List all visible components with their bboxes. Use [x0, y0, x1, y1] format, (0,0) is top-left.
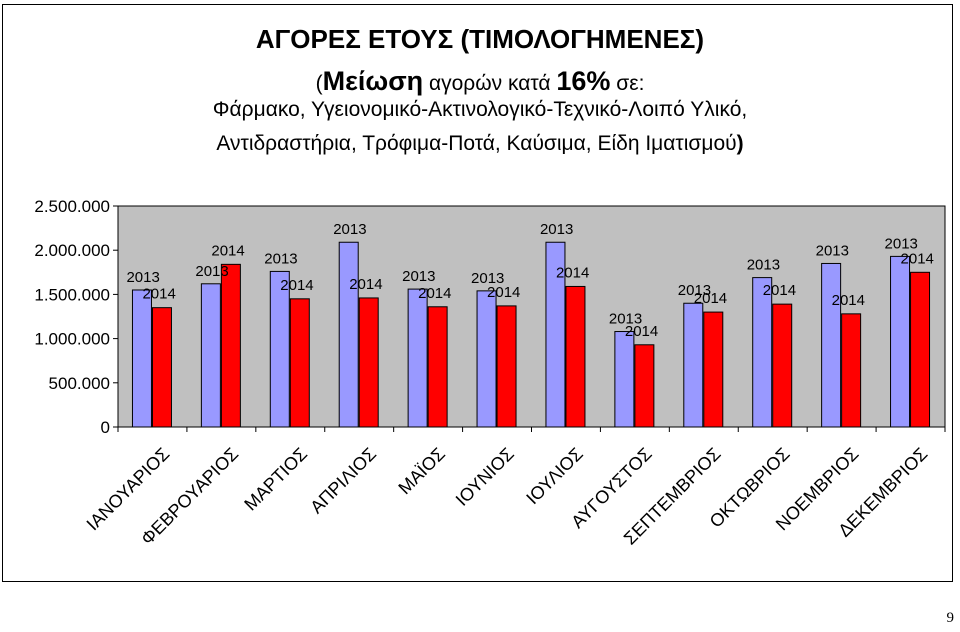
data-label-2013: 2013	[885, 235, 918, 252]
data-label-2013: 2013	[540, 221, 573, 238]
chart-subtitle-line-1: (Μείωση αγορών κατά 16% σε:	[0, 66, 960, 97]
data-label-2014: 2014	[694, 290, 727, 307]
data-label-2014: 2014	[832, 292, 865, 309]
bar-2013	[683, 302, 704, 428]
data-label-2013: 2013	[264, 250, 297, 267]
subtitle-end: σε:	[610, 72, 645, 95]
y-tick-label: 2.000.000	[34, 241, 110, 260]
x-category-label: ΜΑΡΤΙΟΣ	[240, 444, 311, 515]
plot-area	[117, 205, 946, 428]
bar-2013	[821, 262, 842, 428]
subtitle-middle: αγορών κατά	[423, 72, 557, 95]
bar-2014	[151, 307, 172, 428]
bar-2014	[841, 313, 862, 428]
y-tick-label: 2.500.000	[34, 197, 110, 216]
bar-2013	[407, 288, 428, 428]
x-category-label: ΙΟΥΛΙΟΣ	[522, 444, 587, 509]
y-tick-label: 500.000	[49, 374, 110, 393]
y-tick-label: 1.500.000	[34, 285, 110, 304]
bar-2014	[565, 285, 586, 428]
data-label-2014: 2014	[625, 323, 658, 340]
bar-2013	[476, 290, 497, 428]
data-label-2014: 2014	[487, 284, 520, 301]
bar-2013	[338, 241, 359, 428]
bar-2013	[545, 241, 566, 428]
y-tick-label: 0	[101, 418, 110, 437]
bar-2013	[131, 289, 152, 428]
page-number: 9	[946, 610, 955, 626]
bar-2014	[910, 271, 931, 428]
bar-2014	[496, 305, 517, 428]
data-label-2014: 2014	[349, 276, 382, 293]
x-category-label: ΙΟΥΝΙΟΣ	[452, 444, 518, 510]
subtitle-decrease-word: Μείωση	[322, 66, 424, 96]
data-label-2013: 2013	[195, 263, 228, 280]
data-label-2013: 2013	[126, 269, 159, 286]
bar-2014	[289, 298, 310, 428]
bar-2014	[703, 311, 724, 428]
bar-2014	[634, 344, 655, 428]
bar-2013	[752, 277, 773, 428]
data-label-2014: 2014	[901, 250, 934, 267]
subtitle-percentage: 16%	[556, 66, 611, 96]
bar-2014	[427, 306, 448, 428]
data-label-2014: 2014	[763, 282, 796, 299]
x-category-label: ΜΑΪΟΣ	[394, 444, 449, 499]
data-label-2014: 2014	[280, 277, 313, 294]
chart-title: ΑΓΟΡΕΣ ΕΤΟΥΣ (ΤΙΜΟΛΟΓΗΜΕΝΕΣ)	[255, 24, 705, 54]
chart-subtitle-line-3: Αντιδραστήρια, Τρόφιμα-Ποτά, Καύσιμα, Εί…	[0, 132, 960, 156]
bar-2013	[890, 255, 911, 428]
data-label-2013: 2013	[816, 242, 849, 259]
bar-2013	[269, 270, 290, 428]
data-label-2014: 2014	[418, 285, 451, 302]
data-label-2013: 2013	[678, 282, 711, 299]
data-label-2013: 2013	[471, 270, 504, 287]
data-label-2013: 2013	[333, 221, 366, 238]
bar-2013	[200, 283, 221, 428]
bar-chart: 0 500.000 1.000.000 1.500.000 2.000.000 2.500…	[34, 197, 946, 549]
data-label-2013: 2013	[609, 311, 642, 328]
bar-2014	[772, 303, 793, 428]
x-category-label: ΑΠΡΙΛΙΟΣ	[306, 444, 380, 518]
data-label-2013: 2013	[402, 268, 435, 285]
bar-2013	[614, 331, 635, 428]
data-label-2014: 2014	[142, 286, 175, 303]
data-label-2014: 2014	[556, 264, 589, 281]
y-tick-label: 1.000.000	[34, 330, 110, 349]
data-label-2013: 2013	[747, 257, 780, 274]
bar-2014	[358, 297, 379, 428]
subtitle-open-paren: (	[315, 72, 323, 95]
bar-2014	[220, 263, 241, 428]
subtitle-close-paren: )	[736, 132, 744, 155]
data-label-2014: 2014	[211, 242, 244, 259]
subtitle-line-3-text: Αντιδραστήρια, Τρόφιμα-Ποτά, Καύσιμα, Εί…	[216, 132, 737, 155]
chart-subtitle-line-2: Φάρμακο, Υγειονομικό-Ακτινολογικό-Τεχνικ…	[212, 98, 748, 121]
